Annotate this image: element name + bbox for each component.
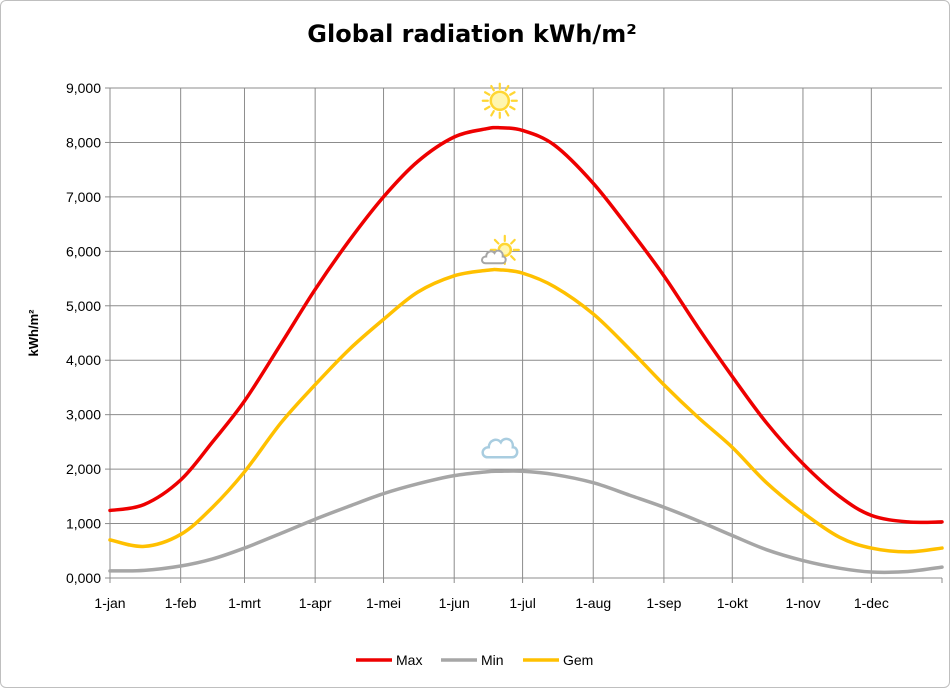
x-tick-label: 1-dec [854, 595, 889, 611]
sun-ray [490, 110, 495, 117]
y-tick-label: 3,000 [66, 407, 101, 423]
x-axis-ticks: 1-jan 1-feb 1-mrt 1-apr 1-mei 1-jun 1-jul 1-aug… [94, 578, 943, 611]
y-tick-label: 5,000 [66, 298, 101, 314]
sun-ray [504, 110, 510, 117]
sun-ray [483, 91, 491, 96]
legend-item-max: Max [356, 652, 422, 668]
series-line-min [108, 469, 944, 575]
x-tick-label: 1-mei [366, 595, 401, 611]
cloud-shape [481, 437, 519, 459]
grid [110, 87, 942, 578]
series-line-max [108, 125, 944, 525]
y-tick-label: 4,000 [66, 352, 101, 368]
sun-disc [489, 90, 511, 111]
sun-ray [504, 84, 510, 92]
x-tick-label: 1-nov [785, 595, 820, 611]
sun-icon [481, 82, 518, 119]
legend-label: Min [481, 652, 504, 668]
legend-label: Max [396, 652, 422, 668]
cloud-shape [480, 249, 507, 265]
sun-ray [490, 84, 495, 92]
axes [109, 88, 942, 579]
y-tick-label: 1,000 [66, 516, 101, 532]
x-tick-label: 1-sep [646, 595, 681, 611]
y-axis-label: kWh/m² [26, 309, 41, 357]
legend-item-min: Min [441, 652, 504, 668]
x-tick-label: 1-aug [575, 595, 611, 611]
series-line-gem [108, 267, 944, 554]
legend-label: Gem [563, 652, 593, 668]
sun-behind-cloud-icon [480, 234, 520, 265]
cloud-icon [481, 437, 519, 459]
sun-ray [510, 238, 516, 245]
x-tick-label: 1-apr [299, 595, 332, 611]
series-lines [108, 125, 944, 575]
sun-ray [483, 105, 491, 111]
x-tick-label: 1-okt [717, 595, 748, 611]
y-tick-label: 6,000 [66, 243, 101, 259]
x-tick-label: 1-jan [94, 595, 125, 611]
legend: Max Min Gem [356, 652, 593, 668]
y-tick-label: 8,000 [66, 134, 101, 150]
y-tick-label: 9,000 [66, 80, 101, 96]
sun-ray [509, 105, 516, 111]
legend-item-gem: Gem [523, 652, 593, 668]
x-tick-label: 1-jun [439, 595, 470, 611]
x-tick-label: 1-feb [165, 595, 197, 611]
sun-ray [510, 255, 516, 261]
y-tick-label: 7,000 [66, 189, 101, 205]
y-tick-label: 0,000 [66, 570, 101, 586]
sun-ray [493, 238, 500, 245]
weather-icons [480, 82, 520, 459]
x-tick-label: 1-jul [509, 595, 535, 611]
y-tick-label: 2,000 [66, 461, 101, 477]
x-tick-label: 1-mrt [228, 595, 261, 611]
chart-title: Global radiation kWh/m² [307, 20, 636, 48]
sun-ray [509, 91, 516, 96]
y-axis-ticks: 0,000 1,000 2,000 3,000 4,000 5,000 6,000 7,000… [66, 80, 110, 586]
